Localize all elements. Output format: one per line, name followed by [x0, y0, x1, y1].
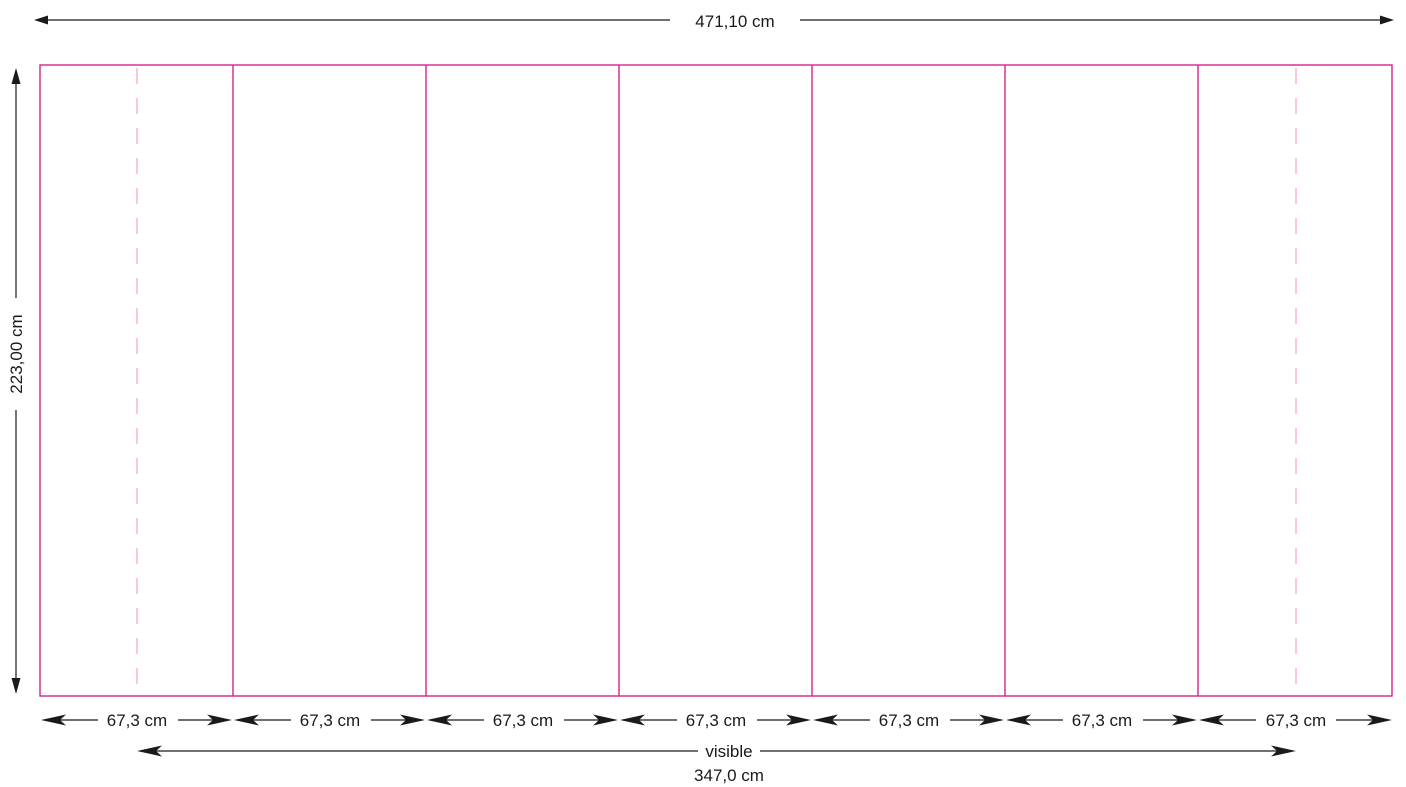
- panel-width-label: 67,3 cm: [107, 711, 167, 730]
- arrow-right-icon: [979, 714, 1004, 726]
- arrow-left-icon: [34, 15, 48, 25]
- total-height-dimension: 223,00 cm: [7, 68, 26, 694]
- panel-width-dimension-4: 67,3 cm: [620, 711, 811, 730]
- arrow-left-icon: [620, 714, 645, 726]
- arrow-left-icon: [137, 745, 162, 757]
- arrow-right-icon: [400, 714, 425, 726]
- panel-width-label: 67,3 cm: [879, 711, 939, 730]
- visible-label: visible: [705, 742, 752, 761]
- arrow-right-icon: [593, 714, 618, 726]
- total-width-dimension: 471,10 cm: [34, 12, 1394, 31]
- arrow-right-icon: [1367, 714, 1392, 726]
- panel-width-label: 67,3 cm: [686, 711, 746, 730]
- arrow-right-icon: [786, 714, 811, 726]
- panel-group: [39, 64, 1393, 697]
- arrow-left-icon: [813, 714, 838, 726]
- panel-width-label: 67,3 cm: [493, 711, 553, 730]
- arrow-right-icon: [1380, 15, 1394, 25]
- panel-width-label: 67,3 cm: [1266, 711, 1326, 730]
- arrow-right-icon: [1271, 745, 1296, 757]
- panel-width-dimension-1: 67,3 cm: [41, 711, 232, 730]
- panel-width-dimension-7: 67,3 cm: [1199, 711, 1392, 730]
- visible-width-label: 347,0 cm: [694, 766, 764, 785]
- panel-width-dimension-3: 67,3 cm: [427, 711, 618, 730]
- panel-width-label: 67,3 cm: [300, 711, 360, 730]
- panel-width-dimension-5: 67,3 cm: [813, 711, 1004, 730]
- arrow-up-icon: [11, 68, 21, 84]
- arrow-left-icon: [1199, 714, 1224, 726]
- panel-outline: [39, 64, 1393, 697]
- panel-width-label: 67,3 cm: [1072, 711, 1132, 730]
- arrow-right-icon: [1172, 714, 1197, 726]
- panel-width-dimension-6: 67,3 cm: [1006, 711, 1197, 730]
- arrow-left-icon: [427, 714, 452, 726]
- arrow-left-icon: [1006, 714, 1031, 726]
- total-height-label: 223,00 cm: [7, 314, 26, 393]
- arrow-down-icon: [11, 678, 21, 694]
- arrow-left-icon: [41, 714, 66, 726]
- arrow-right-icon: [207, 714, 232, 726]
- arrow-left-icon: [234, 714, 259, 726]
- total-width-label: 471,10 cm: [695, 12, 774, 31]
- panel-width-dimension-2: 67,3 cm: [234, 711, 425, 730]
- visible-width-dimension: visible 347,0 cm: [137, 742, 1296, 785]
- panel-width-dimensions: 67,3 cm 67,3 cm 67,3 cm 67,3 cm: [41, 711, 1392, 730]
